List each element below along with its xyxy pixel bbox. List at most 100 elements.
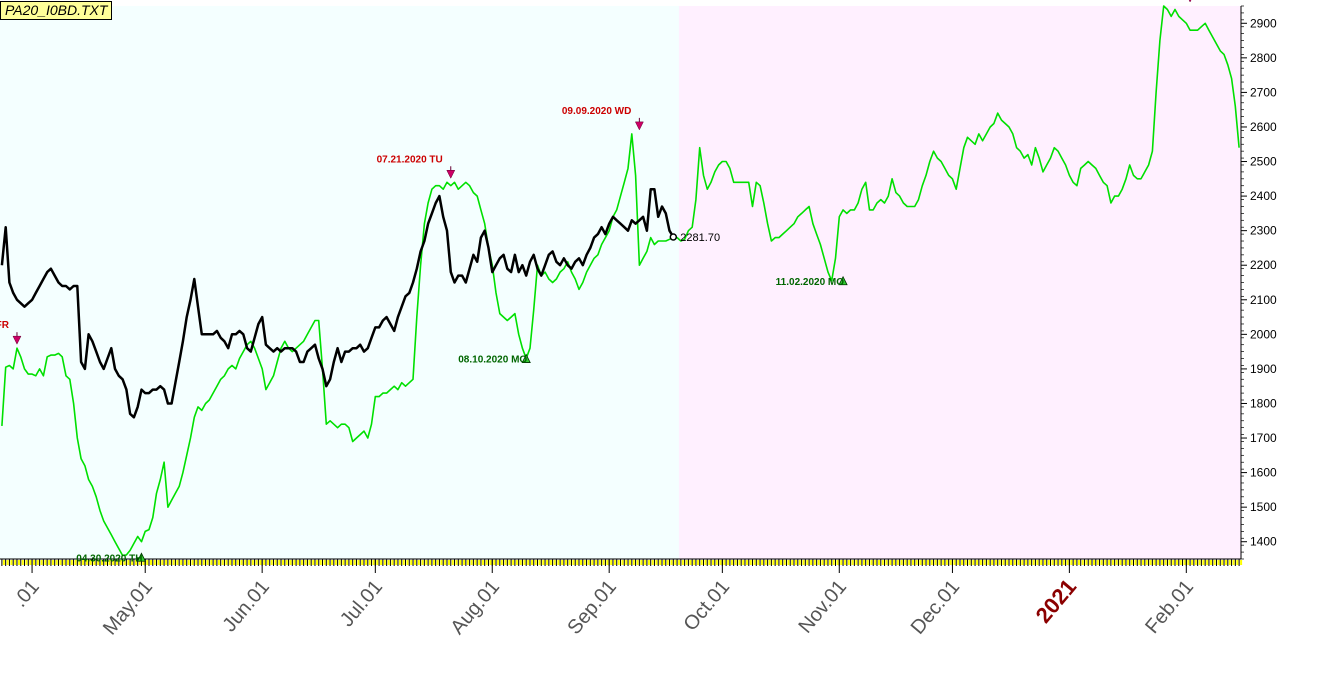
low-marker [838, 275, 848, 286]
x-day-tick-fill [1059, 560, 1062, 565]
x-day-tick-fill [500, 560, 503, 565]
x-day-tick-fill [1236, 560, 1239, 565]
x-day-tick-fill [429, 560, 432, 565]
x-day-tick-fill [421, 560, 424, 565]
x-day-tick-fill [512, 560, 515, 565]
x-day-tick-fill [568, 560, 571, 565]
x-day-tick-fill [29, 560, 32, 565]
x-day-tick-fill [1047, 560, 1050, 565]
y-tick-label: 1800 [1250, 396, 1277, 410]
x-day-tick-fill [534, 560, 537, 565]
x-day-tick-fill [195, 560, 198, 565]
x-day-tick-fill [613, 560, 616, 565]
x-day-tick-fill [214, 560, 217, 565]
x-day-tick-fill [312, 560, 315, 565]
x-day-tick-fill [787, 560, 790, 565]
x-day-tick-fill [783, 560, 786, 565]
x-day-tick-fill [455, 560, 458, 565]
x-month-label: 2021 [1031, 574, 1082, 628]
series-line [1, 5, 1240, 557]
x-day-tick-fill [576, 560, 579, 565]
x-day-tick-fill [1111, 560, 1114, 565]
x-day-tick-fill [1130, 560, 1133, 565]
x-day-tick-fill [25, 560, 28, 565]
x-day-tick-fill [478, 560, 481, 565]
x-day-tick-fill [968, 560, 971, 565]
x-day-tick-fill [1070, 560, 1073, 565]
x-day-tick-fill [776, 560, 779, 565]
high-label: FR [0, 320, 10, 331]
x-day-tick-fill [40, 560, 43, 565]
x-month-label: Feb.01 [1141, 576, 1198, 638]
x-day-tick-fill [270, 560, 273, 565]
x-day-tick-fill [365, 560, 368, 565]
x-day-tick-fill [598, 560, 601, 565]
x-day-tick-fill [636, 560, 639, 565]
x-day-tick-fill [59, 560, 62, 565]
x-day-tick-fill [919, 560, 922, 565]
x-day-tick-fill [338, 560, 341, 565]
x-day-tick-fill [1221, 560, 1224, 565]
x-day-tick-fill [700, 560, 703, 565]
x-day-tick-fill [221, 560, 224, 565]
x-day-tick-fill [1206, 560, 1209, 565]
x-day-tick-fill [764, 560, 767, 565]
x-day-tick-fill [229, 560, 232, 565]
x-day-tick-fill [938, 560, 941, 565]
x-month-label: Oct.01 [679, 576, 734, 635]
x-day-tick-fill [519, 560, 522, 565]
x-day-tick-fill [945, 560, 948, 565]
x-day-tick-fill [474, 560, 477, 565]
x-day-tick-fill [285, 560, 288, 565]
x-day-tick-fill [493, 560, 496, 565]
x-day-tick-fill [806, 560, 809, 565]
x-day-tick-fill [617, 560, 620, 565]
y-tick-label: 2800 [1250, 51, 1277, 65]
x-day-tick-fill [998, 560, 1001, 565]
x-month-label: Nov.01 [794, 576, 851, 638]
x-day-tick-fill [51, 560, 54, 565]
x-day-tick-fill [802, 560, 805, 565]
x-day-tick-fill [681, 560, 684, 565]
x-day-tick-fill [10, 560, 13, 565]
x-day-tick-fill [1191, 560, 1194, 565]
x-day-tick-fill [414, 560, 417, 565]
x-day-tick-fill [232, 560, 235, 565]
x-day-tick-fill [983, 560, 986, 565]
x-day-tick-fill [1209, 560, 1212, 565]
x-day-tick-fill [1157, 560, 1160, 565]
x-day-tick-fill [693, 560, 696, 565]
x-day-tick-fill [874, 560, 877, 565]
x-day-tick-fill [580, 560, 583, 565]
x-day-tick-fill [146, 560, 149, 565]
x-day-tick-fill [2, 560, 5, 565]
x-day-tick-fill [753, 560, 756, 565]
low-marker [136, 552, 147, 562]
x-day-tick-fill [689, 560, 692, 565]
x-day-tick-fill [255, 560, 258, 565]
x-day-tick-fill [561, 560, 564, 565]
x-day-tick-fill [994, 560, 997, 565]
x-day-tick-fill [331, 560, 334, 565]
x-day-tick-fill [187, 560, 190, 565]
x-day-tick-fill [304, 560, 307, 565]
x-day-tick-fill [1123, 560, 1126, 565]
x-day-tick-fill [108, 560, 111, 565]
x-day-tick-fill [55, 560, 58, 565]
x-day-tick-fill [82, 560, 85, 565]
x-day-tick-fill [308, 560, 311, 565]
x-day-tick-fill [1164, 560, 1167, 565]
x-day-tick-fill [1100, 560, 1103, 565]
x-day-tick-fill [85, 560, 88, 565]
x-day-tick-fill [757, 560, 760, 565]
y-tick-label: 2700 [1250, 85, 1277, 99]
x-day-tick-fill [719, 560, 722, 565]
last-value-marker [669, 233, 678, 241]
x-day-tick-fill [1138, 560, 1141, 565]
x-day-tick-fill [662, 560, 665, 565]
x-day-tick-fill [979, 560, 982, 565]
x-day-tick-fill [972, 560, 975, 565]
x-day-tick-fill [1017, 560, 1020, 565]
x-day-tick-fill [93, 560, 96, 565]
x-day-tick-fill [1126, 560, 1129, 565]
